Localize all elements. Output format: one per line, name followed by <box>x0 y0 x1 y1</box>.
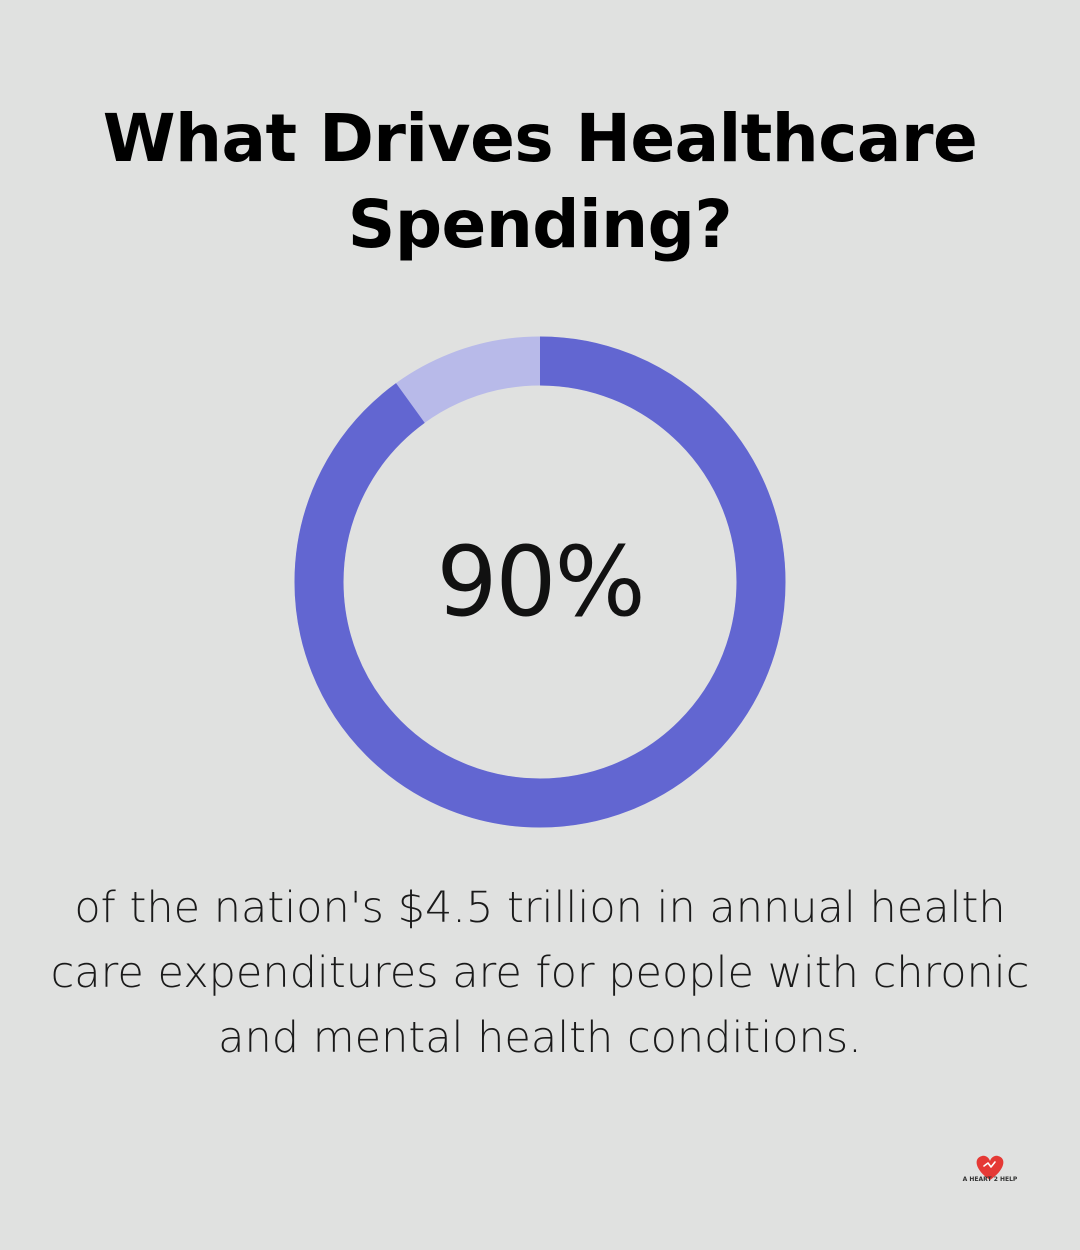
chart-caption: of the nation's $4.5 trillion in annual … <box>50 883 1030 1063</box>
logo-text: A HEART 2 HELP <box>962 1176 1018 1183</box>
donut-value-arc <box>294 336 786 828</box>
page-title: What Drives Healthcare Spending? <box>102 100 978 263</box>
heart-hands-icon <box>976 1155 1004 1180</box>
percent-label: 90% <box>436 526 645 638</box>
donut-chart <box>294 336 786 828</box>
